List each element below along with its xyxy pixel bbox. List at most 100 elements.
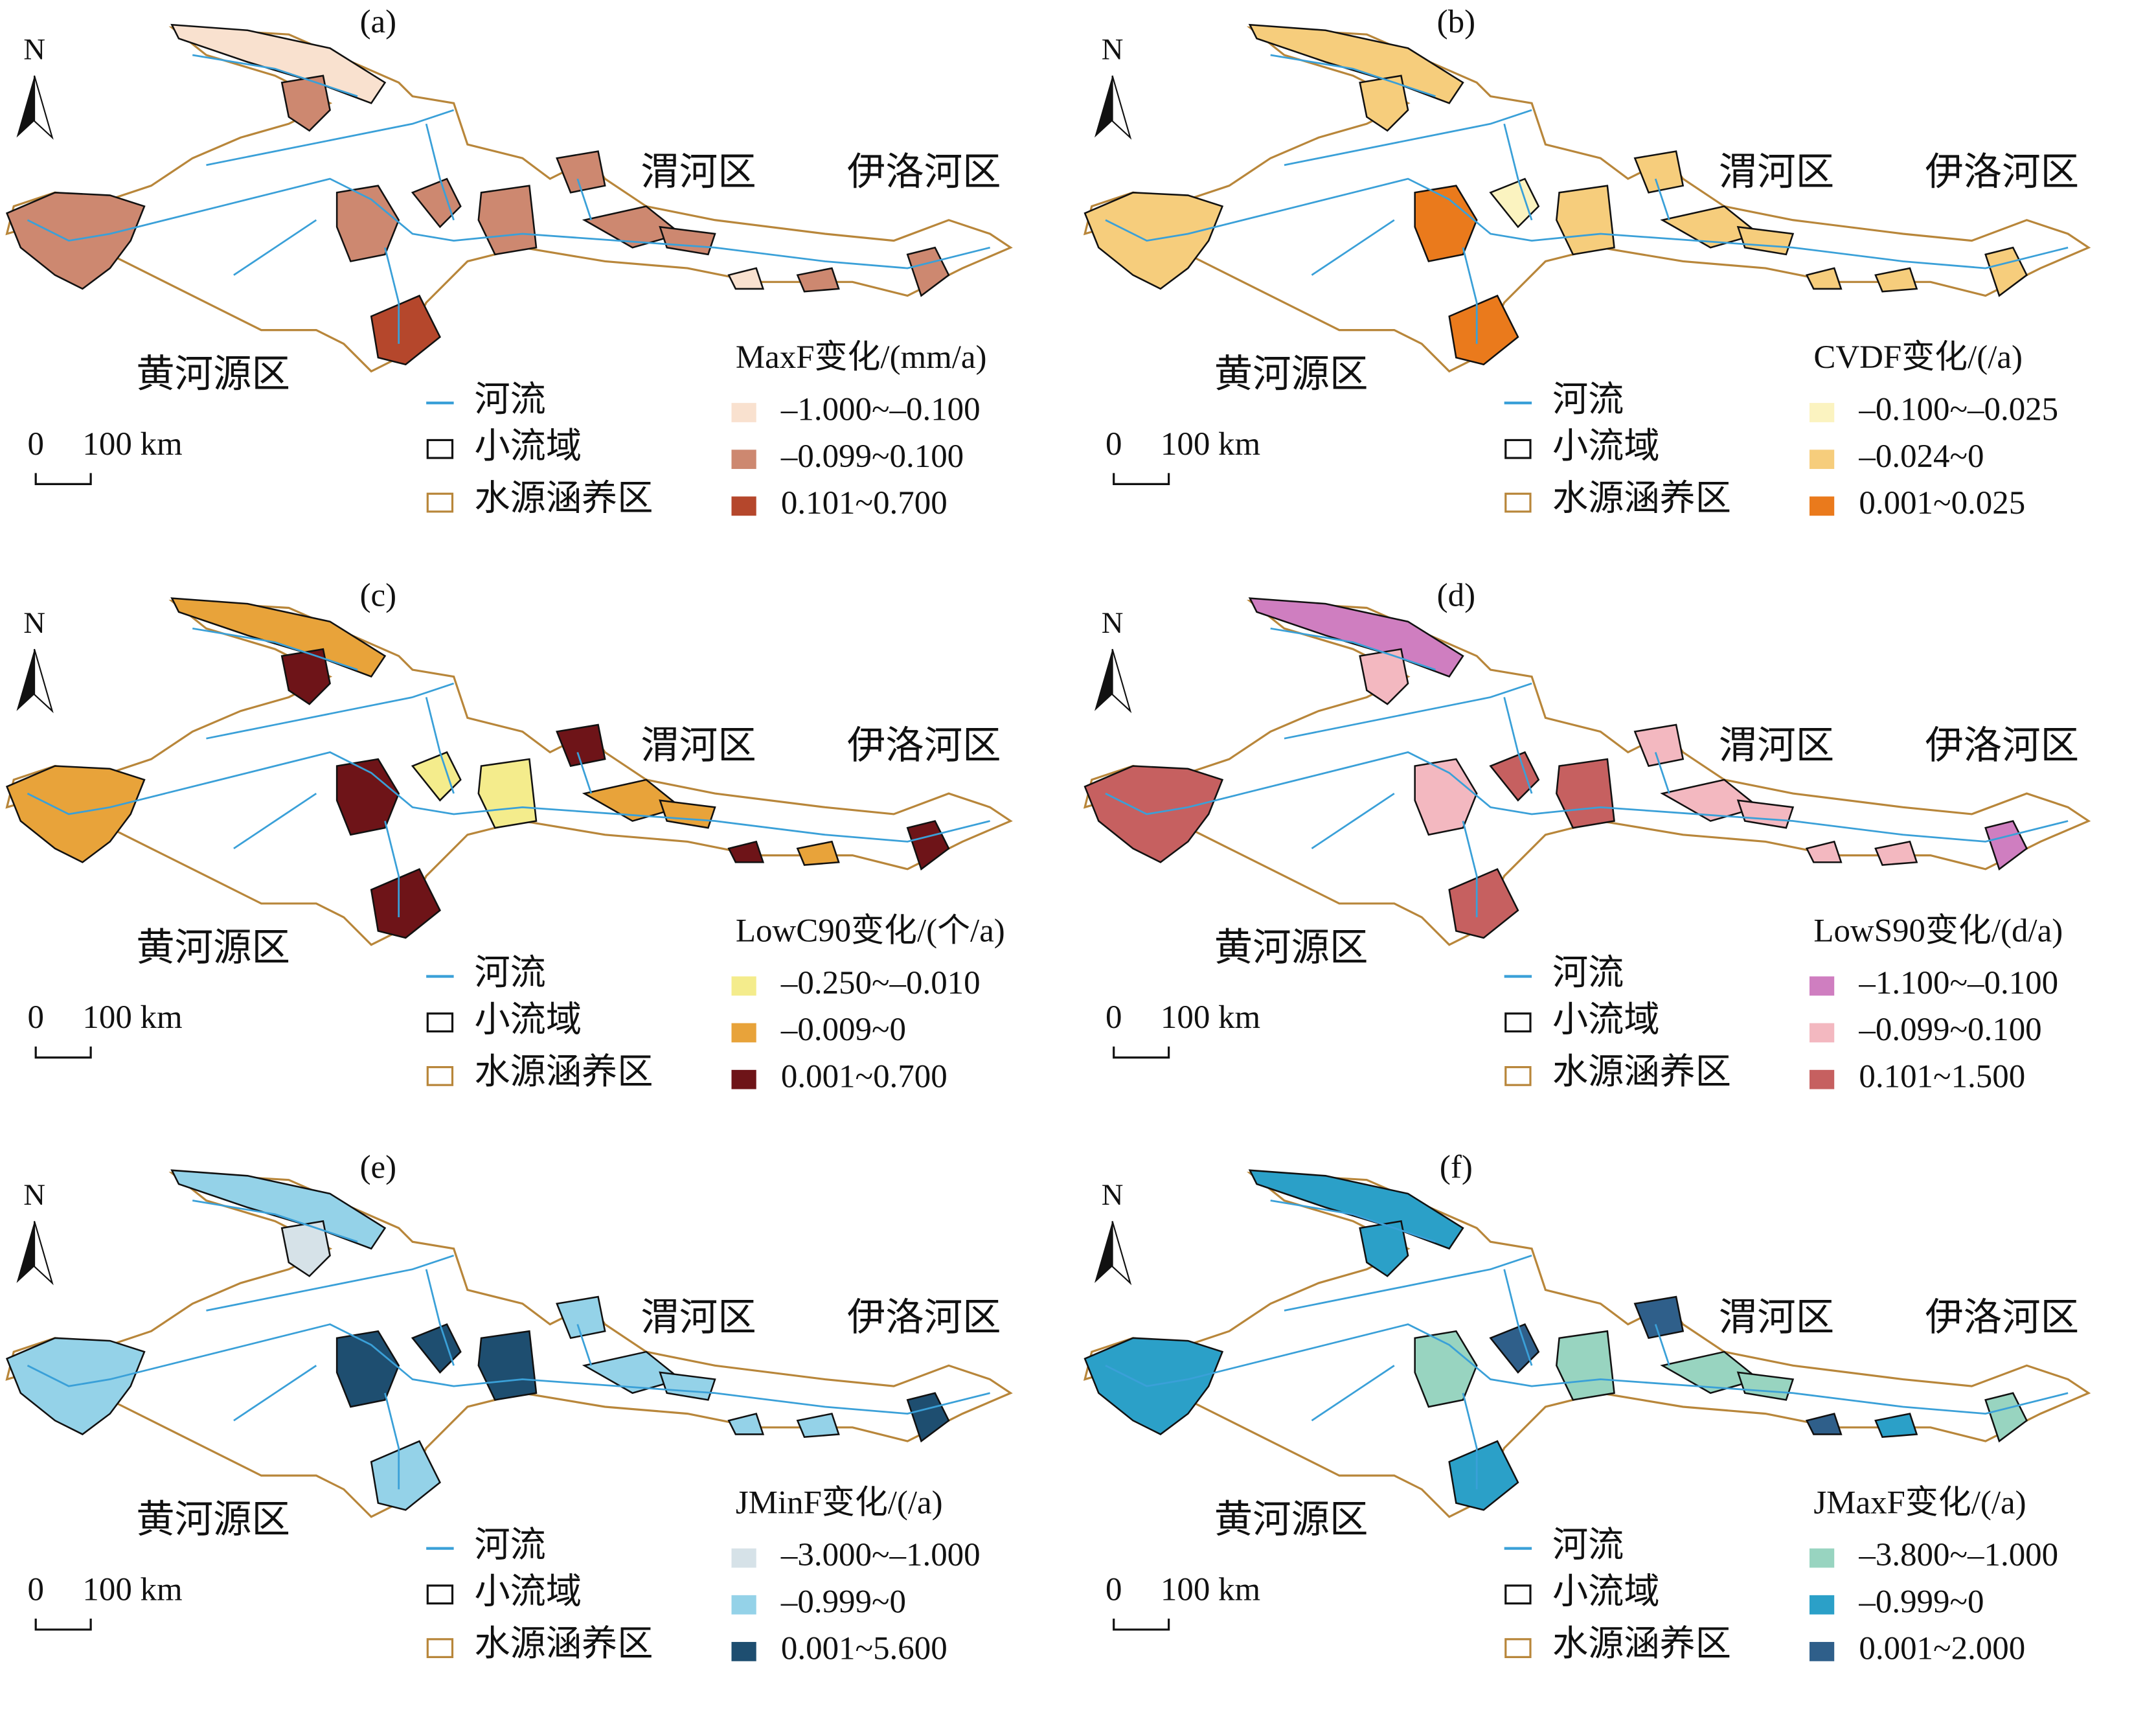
river bbox=[425, 123, 455, 221]
river bbox=[1105, 1323, 2069, 1415]
legend-swatch bbox=[731, 1595, 756, 1615]
scale-bar bbox=[1113, 473, 1170, 485]
river bbox=[425, 697, 455, 794]
river bbox=[1462, 821, 1478, 918]
legend-class-label: –0.099~0.100 bbox=[1858, 1012, 2041, 1048]
river bbox=[1654, 751, 1670, 794]
legend-area: 水源涵养区 bbox=[474, 479, 653, 518]
north-arrow bbox=[16, 75, 35, 138]
scale-distance: 100 km bbox=[1161, 1571, 1260, 1608]
subbasin bbox=[1489, 751, 1540, 802]
river bbox=[206, 682, 455, 740]
subbasin bbox=[659, 799, 716, 829]
subbasin bbox=[1248, 1169, 1464, 1250]
scale-bar bbox=[1113, 1046, 1170, 1059]
river bbox=[1311, 219, 1395, 276]
subbasin bbox=[1414, 1330, 1478, 1408]
river bbox=[233, 792, 317, 850]
subbasin bbox=[1633, 1295, 1685, 1339]
scale-bar bbox=[34, 473, 92, 485]
scale-distance: 100 km bbox=[1161, 999, 1260, 1036]
scale-bar bbox=[34, 1046, 92, 1059]
subbasin bbox=[1084, 765, 1224, 863]
legend-subbasin-symbol bbox=[426, 1584, 454, 1605]
river bbox=[576, 178, 593, 221]
legend-title: JMinF变化/(/a) bbox=[736, 1485, 943, 1521]
legend-title: CVDF变化/(/a) bbox=[1813, 339, 2023, 376]
legend-swatch bbox=[1809, 1595, 1835, 1615]
region-label: 黄河源区 bbox=[1214, 353, 1368, 396]
subbasin bbox=[5, 192, 146, 290]
legend-swatch bbox=[731, 976, 756, 996]
scale-bar bbox=[1113, 1618, 1170, 1631]
legend-area-symbol bbox=[1504, 492, 1532, 513]
region-label: 渭河区 bbox=[641, 150, 756, 193]
subbasin bbox=[1874, 840, 1918, 866]
river bbox=[233, 1365, 317, 1422]
subbasin bbox=[1359, 74, 1409, 132]
subbasin bbox=[1359, 1220, 1409, 1277]
region-label: 渭河区 bbox=[1719, 150, 1834, 193]
north-label: N bbox=[23, 32, 45, 66]
legend-class-label: 0.001~0.700 bbox=[781, 1058, 948, 1095]
scale-zero: 0 bbox=[1106, 1571, 1122, 1608]
subbasin bbox=[1633, 150, 1685, 194]
legend-class-label: –3.000~–1.000 bbox=[780, 1537, 981, 1573]
region-label: 渭河区 bbox=[641, 1296, 756, 1339]
legend-swatch bbox=[731, 1023, 756, 1043]
river bbox=[192, 627, 358, 671]
subbasin bbox=[370, 1440, 441, 1511]
river bbox=[576, 751, 593, 794]
subbasin bbox=[280, 74, 331, 132]
subbasin bbox=[1359, 648, 1409, 705]
region-label: 渭河区 bbox=[1719, 1296, 1834, 1339]
river bbox=[1503, 123, 1533, 221]
subbasin bbox=[170, 23, 387, 104]
legend-swatch bbox=[1809, 1023, 1835, 1043]
north-arrow bbox=[1094, 649, 1113, 711]
subbasin bbox=[727, 267, 765, 290]
panel-label: (e) bbox=[360, 1150, 397, 1186]
legend-river: 河流 bbox=[1552, 380, 1624, 419]
north-label: N bbox=[1102, 32, 1124, 66]
legend-class-label: 0.101~0.700 bbox=[781, 485, 948, 521]
legend-area-symbol bbox=[426, 1065, 454, 1086]
river bbox=[1284, 1255, 1532, 1312]
legend-subbasin: 小流域 bbox=[474, 1572, 582, 1611]
scale-distance: 100 km bbox=[82, 426, 182, 462]
legend-subbasin-symbol bbox=[1504, 438, 1532, 459]
subbasin bbox=[1736, 225, 1795, 256]
subbasin bbox=[1248, 23, 1464, 104]
subbasin bbox=[727, 1413, 765, 1435]
legend-river: 河流 bbox=[474, 953, 545, 992]
subbasin bbox=[556, 150, 606, 194]
legend-title: LowS90变化/(d/a) bbox=[1813, 913, 2063, 949]
subbasin bbox=[1874, 267, 1918, 293]
legend-subbasin-symbol bbox=[1504, 1584, 1532, 1605]
legend-class-label: 0.001~0.025 bbox=[1859, 485, 2025, 521]
legend-swatch bbox=[731, 450, 756, 470]
subbasin bbox=[1414, 758, 1478, 836]
north-arrow bbox=[1111, 75, 1132, 140]
subbasin bbox=[1448, 868, 1519, 939]
legend-swatch bbox=[1809, 1642, 1835, 1661]
legend-area-symbol bbox=[1504, 1638, 1532, 1658]
scale-zero: 0 bbox=[27, 426, 43, 462]
subbasin bbox=[1248, 597, 1464, 678]
legend-class-label: –0.024~0 bbox=[1858, 438, 1984, 475]
legend-class-label: –0.100~–0.025 bbox=[1858, 392, 2058, 428]
subbasin bbox=[1448, 1440, 1519, 1511]
legend-class-label: –0.999~0 bbox=[780, 1584, 906, 1620]
legend-area: 水源涵养区 bbox=[474, 1052, 653, 1091]
subbasin bbox=[1084, 1337, 1224, 1435]
subbasin bbox=[411, 177, 462, 229]
legend-subbasin-symbol bbox=[1504, 1012, 1532, 1032]
panel-label: (b) bbox=[1437, 4, 1475, 40]
subbasin bbox=[659, 225, 716, 256]
legend-class-label: –0.999~0 bbox=[1858, 1584, 1984, 1620]
legend-subbasin: 小流域 bbox=[1552, 426, 1660, 466]
region-label: 渭河区 bbox=[641, 724, 756, 767]
river bbox=[1105, 751, 2069, 843]
